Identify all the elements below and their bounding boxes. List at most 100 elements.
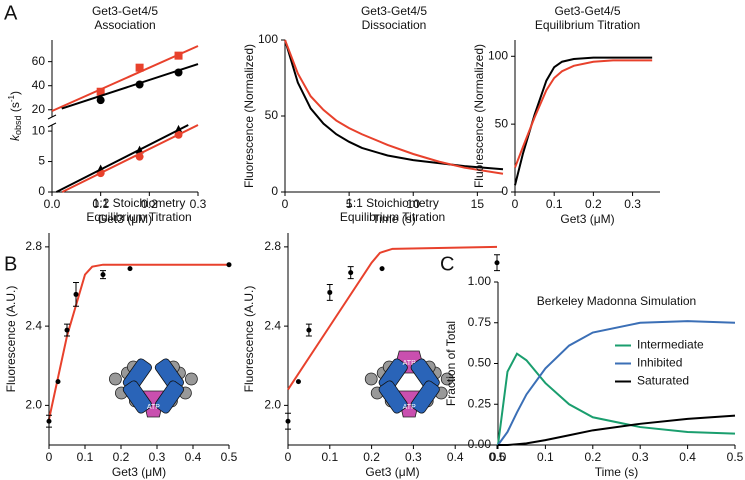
- line: [284, 39, 504, 175]
- get4-domain: [410, 380, 440, 414]
- y-tick-label: 2.0: [25, 398, 42, 412]
- point: [327, 289, 333, 295]
- x-tick-label: 0.1: [546, 197, 563, 211]
- point: [306, 327, 312, 333]
- y-axis-label-part: k: [8, 134, 22, 141]
- x-tick-label: 0.3: [149, 450, 166, 464]
- panel-label: C: [440, 253, 454, 275]
- point: [285, 418, 291, 424]
- x-tick-label: 0.5: [727, 450, 744, 464]
- y-tick-label: 0.75: [468, 315, 492, 329]
- y-axis-label-part: obsd: [13, 115, 23, 135]
- x-tick-label: 0.2: [113, 450, 130, 464]
- y-axis-label: Fluorescence (Normalized): [472, 44, 486, 188]
- illustration: [364, 350, 454, 418]
- x-tick-label: 0.1: [321, 450, 338, 464]
- point: [379, 266, 385, 272]
- y-tick-label: 2.4: [264, 318, 281, 332]
- x-tick-label: 0.3: [405, 450, 422, 464]
- point: [135, 63, 144, 72]
- get4-domain: [122, 380, 152, 414]
- line: [498, 414, 736, 446]
- point: [295, 379, 301, 385]
- line: [514, 56, 653, 186]
- x-tick-label: 0.3: [190, 197, 207, 211]
- chart-title: Get3-Get4/5: [554, 4, 620, 18]
- y-tick-label: 0: [38, 184, 45, 198]
- x-tick-label: 0.5: [489, 450, 506, 464]
- point: [46, 418, 52, 424]
- chart-title: Get3-Get4/5: [361, 4, 427, 18]
- point: [100, 272, 106, 278]
- y-tick-label: 5: [38, 154, 45, 168]
- chart-title: 1:2 Stoichiometry: [93, 196, 186, 210]
- chart-title: 1:1 Stoichiometry: [346, 196, 439, 210]
- point: [348, 270, 354, 276]
- axis-break: [47, 122, 57, 128]
- y-tick-label: 0: [501, 184, 508, 198]
- x-tick-label: 0.0: [490, 450, 507, 464]
- line: [497, 352, 736, 446]
- x-axis-label: Get3 (μM): [112, 465, 166, 479]
- illustration: [109, 358, 198, 418]
- y-axis-label: Fluorescence (Normalized): [242, 44, 256, 188]
- y-tick-label: 10: [32, 123, 46, 137]
- y-axis-label: Fluorescence (A.U.): [242, 286, 256, 393]
- x-axis-label: Time (s): [372, 212, 416, 226]
- get4-domain: [378, 380, 408, 414]
- axis-break: [47, 114, 57, 120]
- y-tick-label: 0.00: [468, 437, 492, 451]
- x-tick-label: 0.3: [632, 450, 649, 464]
- line: [514, 59, 653, 168]
- annotation: ATP: [403, 360, 416, 367]
- y-tick-label: 1.00: [468, 274, 492, 288]
- x-tick-label: 5: [346, 197, 353, 211]
- x-tick-label: 0.1: [77, 450, 94, 464]
- x-tick-label: 0.2: [141, 197, 158, 211]
- legend-label: Inhibited: [637, 356, 682, 370]
- annotation: ATP: [147, 404, 160, 411]
- y-tick-label: 100: [488, 48, 508, 62]
- y-tick-label: 40: [32, 78, 46, 92]
- legend-label: Intermediate: [637, 338, 704, 352]
- domain: [184, 372, 198, 386]
- chart-subtitle: Equilibrium Titration: [86, 210, 191, 224]
- legend-label: Saturated: [637, 374, 689, 388]
- y-tick-label: 50: [265, 108, 279, 122]
- domain: [364, 372, 378, 386]
- chart-subtitle: Equilibrium Titration: [340, 210, 445, 224]
- y-axis-label-part: -1: [7, 94, 16, 102]
- x-tick-label: 0.3: [624, 197, 641, 211]
- point: [226, 262, 232, 268]
- line: [61, 63, 199, 110]
- x-axis-label: Get3 (μM): [560, 212, 614, 226]
- x-tick-label: 0.4: [447, 450, 464, 464]
- x-tick-label: 0.4: [185, 450, 202, 464]
- chart-title: Berkeley Madonna Simulation: [537, 294, 696, 308]
- panel-label: A: [4, 2, 18, 24]
- y-tick-label: 0.25: [468, 396, 492, 410]
- point: [96, 96, 105, 105]
- x-tick-label: 10: [407, 197, 421, 211]
- y-tick-label: 60: [32, 54, 46, 68]
- point: [127, 266, 133, 272]
- y-tick-label: 0: [271, 184, 278, 198]
- x-tick-label: 0.4: [679, 450, 696, 464]
- x-axis-label: Time (s): [595, 465, 639, 479]
- chart-subtitle: Equilibrium Titration: [535, 18, 640, 32]
- annotation: ATP: [403, 404, 416, 411]
- point: [494, 260, 500, 266]
- y-axis-label: Fraction of Total: [444, 321, 458, 406]
- y-tick-label: 2.8: [25, 239, 42, 253]
- domain: [440, 372, 454, 386]
- x-tick-label: 0: [46, 450, 53, 464]
- y-tick-label: 2.8: [264, 239, 281, 253]
- x-tick-label: 0: [282, 197, 289, 211]
- chart-subtitle: Dissociation: [362, 18, 427, 32]
- x-tick-label: 0.1: [92, 197, 109, 211]
- x-axis-label: Get3 (μM): [365, 465, 419, 479]
- y-tick-label: 50: [495, 116, 509, 130]
- line: [287, 245, 498, 391]
- y-axis-label-part: (s: [8, 102, 22, 115]
